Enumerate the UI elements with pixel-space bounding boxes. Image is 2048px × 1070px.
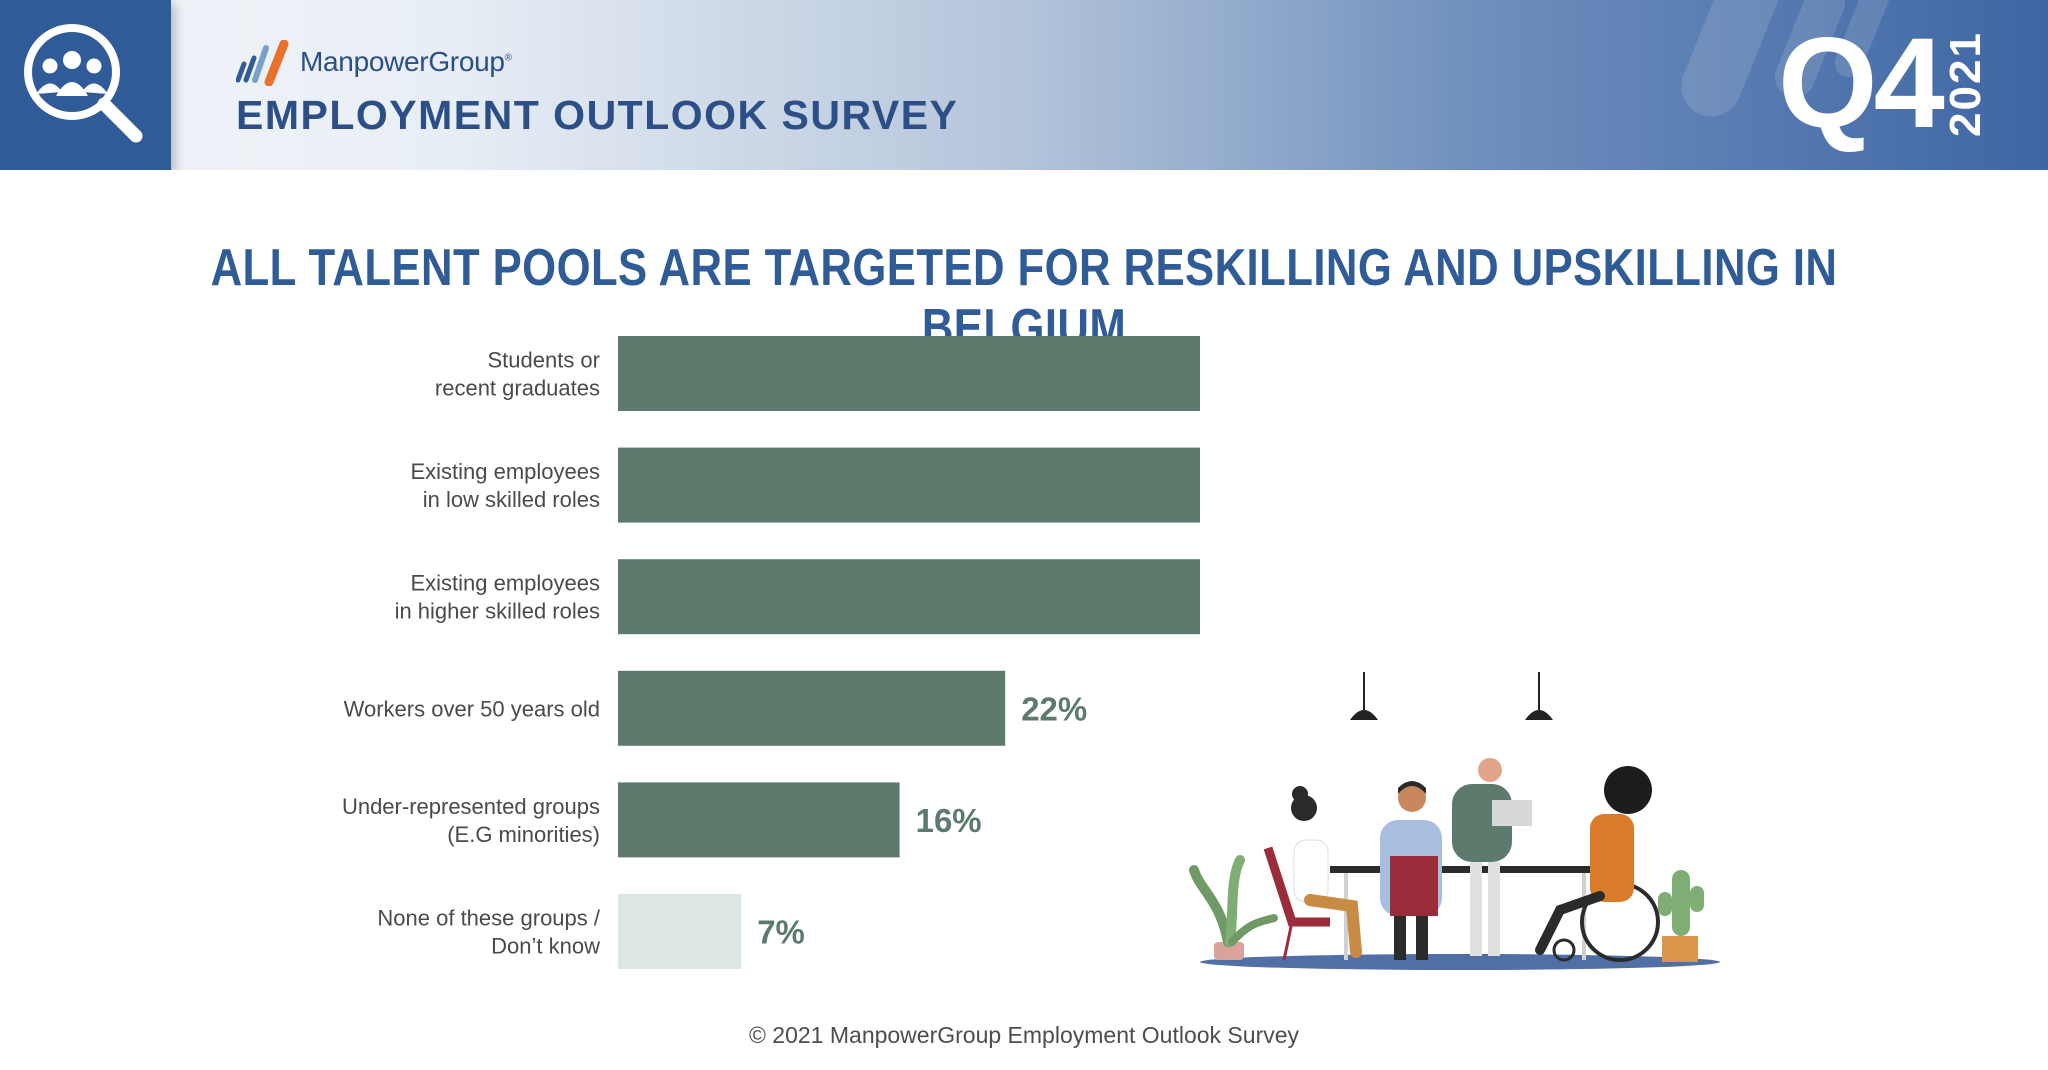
pendant-lamp-icon: [1350, 672, 1378, 720]
team-illustration: [1189, 672, 1720, 970]
category-label: (E.G minorities): [447, 822, 600, 847]
people-magnifier-icon: [24, 24, 143, 143]
bar: [618, 336, 1200, 411]
person-seated-icon: [1263, 786, 1362, 961]
data-label: 22%: [1021, 690, 1087, 727]
bar: [618, 670, 1006, 746]
bar: [618, 782, 900, 858]
category-label: Under-represented groups: [342, 794, 600, 819]
category-label: Existing employees: [410, 571, 600, 596]
category-label: Workers over 50 years old: [344, 696, 600, 721]
copyright-footer: © 2021 ManpowerGroup Employment Outlook …: [748, 1022, 1300, 1048]
bar: [618, 894, 742, 969]
bar: [618, 447, 1200, 523]
manpowergroup-logo-icon: [236, 40, 289, 86]
category-label: recent graduates: [435, 376, 600, 401]
survey-icon-box: [0, 0, 171, 170]
person-wheelchair-icon: [1535, 766, 1660, 962]
floor-shadow: [1200, 954, 1720, 970]
category-label: Don’t know: [491, 934, 600, 959]
category-label: None of these groups /: [377, 906, 600, 931]
person-laptop-icon: [1452, 758, 1532, 956]
category-label: in low skilled roles: [423, 487, 600, 512]
cactus-icon: [1658, 870, 1704, 962]
category-label: Students or: [487, 348, 600, 373]
category-label: Existing employees: [410, 459, 600, 484]
person-standing-icon: [1380, 781, 1442, 960]
pendant-lamp-icon: [1525, 672, 1553, 720]
decorative-stripe: [1672, 0, 1788, 126]
year-label: 2021: [1941, 31, 1990, 137]
brand-name: ManpowerGroup®: [300, 46, 512, 77]
bar: [618, 559, 1200, 635]
header-banner: ManpowerGroup® EMPLOYMENT OUTLOOK SURVEY…: [0, 0, 2048, 170]
survey-title: EMPLOYMENT OUTLOOK SURVEY: [236, 92, 959, 138]
category-label: in higher skilled roles: [395, 599, 600, 624]
year-text: 2021: [1941, 31, 1990, 137]
data-label: 16%: [916, 802, 982, 839]
plant-icon: [1189, 855, 1278, 960]
data-label: 7%: [757, 914, 805, 951]
quarter-label: Q4: [1778, 12, 1945, 155]
